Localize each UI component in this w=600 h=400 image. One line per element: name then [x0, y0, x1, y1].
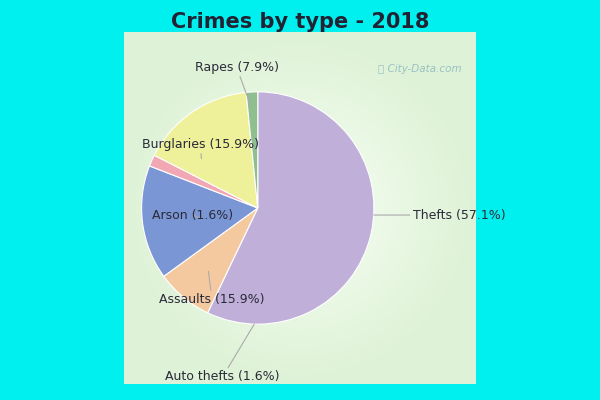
Wedge shape [154, 92, 258, 208]
Wedge shape [208, 92, 374, 324]
Text: Auto thefts (1.6%): Auto thefts (1.6%) [166, 324, 280, 384]
Wedge shape [142, 166, 258, 276]
Text: ⓘ City-Data.com: ⓘ City-Data.com [378, 64, 462, 74]
Text: Thefts (57.1%): Thefts (57.1%) [374, 208, 505, 222]
Text: Burglaries (15.9%): Burglaries (15.9%) [142, 138, 259, 159]
Text: Crimes by type - 2018: Crimes by type - 2018 [171, 12, 429, 32]
Wedge shape [164, 208, 258, 313]
Text: Assaults (15.9%): Assaults (15.9%) [159, 271, 265, 306]
Text: Rapes (7.9%): Rapes (7.9%) [194, 61, 278, 106]
Text: Arson (1.6%): Arson (1.6%) [152, 208, 233, 222]
Wedge shape [149, 155, 258, 208]
Wedge shape [246, 92, 258, 208]
